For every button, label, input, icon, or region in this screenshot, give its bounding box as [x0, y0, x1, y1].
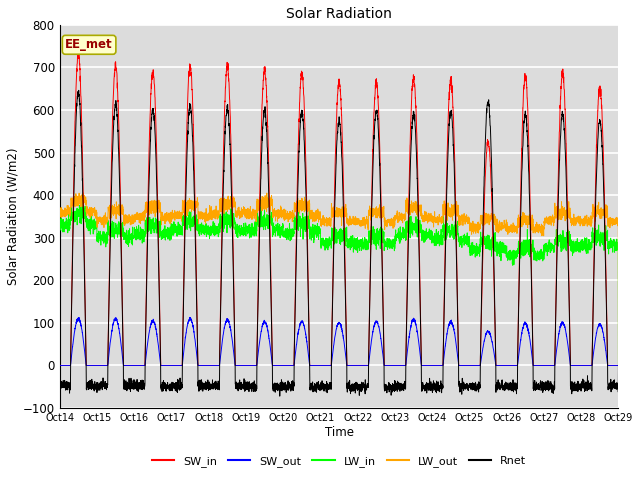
Title: Solar Radiation: Solar Radiation — [286, 7, 392, 21]
Text: EE_met: EE_met — [65, 38, 113, 51]
X-axis label: Time: Time — [324, 426, 353, 439]
Y-axis label: Solar Radiation (W/m2): Solar Radiation (W/m2) — [7, 148, 20, 285]
Legend: SW_in, SW_out, LW_in, LW_out, Rnet: SW_in, SW_out, LW_in, LW_out, Rnet — [147, 452, 531, 471]
